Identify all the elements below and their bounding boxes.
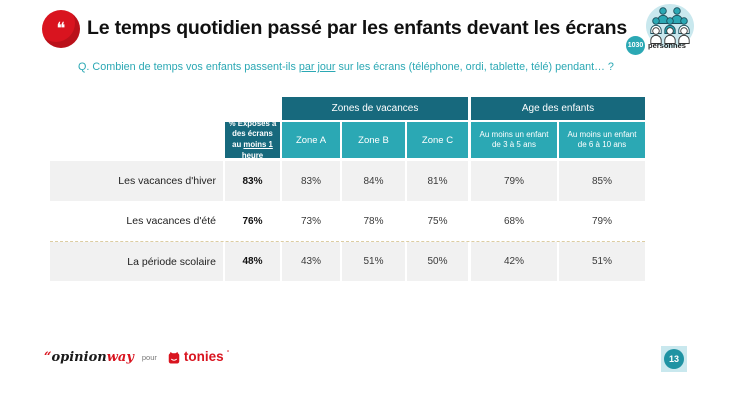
survey-question: Q. Combien de temps vos enfants passent-…	[78, 61, 614, 73]
value-exposed: 48%	[225, 242, 280, 281]
sample-size-badge: 1030 personnes	[626, 36, 686, 55]
question-prefix: Q. Combien de temps vos enfants passent-…	[78, 61, 299, 73]
crowd-icon	[630, 1, 708, 57]
table-column-header-row: % Exposés à des écrans au moins 1 heure …	[50, 118, 645, 160]
table-row-periode-scolaire: La période scolaire 48% 43% 51% 50% 42% …	[50, 241, 645, 281]
row-label: Les vacances d'été	[50, 201, 223, 241]
tonies-head-icon	[168, 351, 180, 364]
column-header-age-6-10: Au moins un enfant de 6 à 10 ans	[559, 122, 645, 158]
value-zone-b: 78%	[342, 201, 405, 241]
value-zone-c: 50%	[407, 242, 468, 281]
column-header-age-3-5: Au moins un enfant de 3 à 5 ans	[471, 122, 557, 158]
exposed-label-underlined: moins 1 heure	[241, 140, 273, 160]
question-suffix: sur les écrans (téléphone, ordi, tablett…	[335, 61, 614, 73]
page-number-container: 13	[661, 346, 687, 372]
group-header-age: Age des enfants	[471, 97, 645, 120]
question-underlined: par jour	[298, 61, 336, 73]
quote-icon: ❝	[42, 10, 80, 48]
opinionway-suffix: way	[106, 350, 134, 365]
group-header-vacances: Zones de vacances	[282, 97, 468, 120]
footer-connector: pour	[141, 353, 157, 362]
row-label: La période scolaire	[50, 242, 223, 281]
opinionway-name: opinion	[51, 350, 107, 365]
exposed-label-prefix: % Exposés à des écrans au	[228, 118, 277, 149]
sample-label: personnes	[648, 41, 686, 50]
value-zone-a: 43%	[282, 242, 340, 281]
value-age-6-10: 51%	[559, 242, 645, 281]
column-header-zone-a: Zone A	[282, 122, 340, 158]
value-exposed: 76%	[225, 201, 280, 241]
header-spacer	[50, 97, 280, 120]
value-exposed: 83%	[225, 161, 280, 201]
quote-glyph: ❝	[56, 18, 66, 39]
value-zone-b: 51%	[342, 242, 405, 281]
value-zone-a: 83%	[282, 161, 340, 201]
value-zone-b: 84%	[342, 161, 405, 201]
tonies-degree-mark: °	[226, 350, 230, 357]
tonies-logo: tonies °	[167, 349, 230, 365]
header-label-spacer	[50, 122, 223, 158]
table-row-vacances-hiver: Les vacances d'hiver 83% 83% 84% 81% 79%…	[50, 161, 645, 201]
column-header-exposed: % Exposés à des écrans au moins 1 heure	[225, 118, 280, 160]
value-age-3-5: 42%	[471, 242, 557, 281]
opinionway-quote-mark: “	[44, 350, 52, 365]
value-age-3-5: 68%	[471, 201, 557, 241]
table-row-vacances-ete: Les vacances d'été 76% 73% 78% 75% 68% 7…	[50, 201, 645, 241]
footer: “opinionway pour tonies °	[44, 350, 229, 365]
table-group-header-row: Zones de vacances Age des enfants	[50, 97, 645, 120]
row-label: Les vacances d'hiver	[50, 161, 223, 201]
value-zone-c: 75%	[407, 201, 468, 241]
value-age-6-10: 79%	[559, 201, 645, 241]
page-number: 13	[664, 349, 684, 369]
sample-count: 1030	[626, 36, 645, 55]
value-age-6-10: 85%	[559, 161, 645, 201]
data-table: Zones de vacances Age des enfants % Expo…	[50, 97, 645, 281]
value-age-3-5: 79%	[471, 161, 557, 201]
page-title: Le temps quotidien passé par les enfants…	[87, 17, 628, 39]
column-header-zone-c: Zone C	[407, 122, 468, 158]
tonies-wordmark: tonies	[183, 349, 224, 364]
crowd-svg	[646, 4, 694, 48]
column-header-zone-b: Zone B	[342, 122, 405, 158]
value-zone-c: 81%	[407, 161, 468, 201]
value-zone-a: 73%	[282, 201, 340, 241]
opinionway-logo: “opinionway	[44, 350, 134, 365]
